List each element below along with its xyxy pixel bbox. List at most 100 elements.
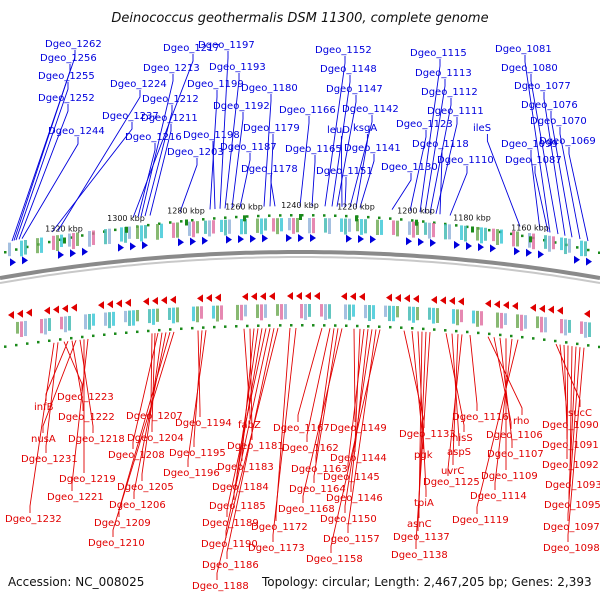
gene-label-dgeo-1146[interactable]: Dgeo_1146 bbox=[326, 493, 383, 504]
gene-label-dgeo-1198[interactable]: Dgeo_1198 bbox=[183, 130, 240, 141]
gene-label-succ[interactable]: sucC bbox=[568, 408, 592, 419]
gene-label-dgeo-1123[interactable]: Dgeo_1123 bbox=[396, 119, 453, 130]
gene-label-dgeo-1133[interactable]: Dgeo_1133 bbox=[399, 429, 456, 440]
gene-label-dgeo-1203[interactable]: Dgeo_1203 bbox=[167, 147, 224, 158]
gene-label-dgeo-1137[interactable]: Dgeo_1137 bbox=[393, 532, 450, 543]
gene-label-dgeo-1196[interactable]: Dgeo_1196 bbox=[163, 468, 220, 479]
gene-label-dgeo-1130[interactable]: Dgeo_1130 bbox=[381, 162, 438, 173]
gene-label-dgeo-1087[interactable]: Dgeo_1087 bbox=[505, 155, 562, 166]
gene-label-dgeo-1252[interactable]: Dgeo_1252 bbox=[38, 93, 95, 104]
gene-label-dgeo-1221[interactable]: Dgeo_1221 bbox=[47, 492, 104, 503]
gene-label-dgeo-1158[interactable]: Dgeo_1158 bbox=[306, 554, 363, 565]
gene-label-dgeo-1118[interactable]: Dgeo_1118 bbox=[412, 139, 469, 150]
gene-label-ksga[interactable]: ksgA bbox=[353, 123, 377, 134]
gene-label-dgeo-1192[interactable]: Dgeo_1192 bbox=[213, 101, 270, 112]
gene-label-dgeo-1237[interactable]: Dgeo_1237 bbox=[102, 111, 159, 122]
gene-label-dgeo-1209[interactable]: Dgeo_1209 bbox=[94, 518, 151, 529]
gene-label-fabz[interactable]: fabZ bbox=[238, 420, 261, 431]
gene-label-dgeo-1205[interactable]: Dgeo_1205 bbox=[117, 482, 174, 493]
gene-label-dgeo-1255[interactable]: Dgeo_1255 bbox=[38, 71, 95, 82]
gene-label-dgeo-1211[interactable]: Dgeo_1211 bbox=[141, 113, 198, 124]
gene-label-dgeo-1162[interactable]: Dgeo_1162 bbox=[282, 443, 339, 454]
gene-label-dgeo-1114[interactable]: Dgeo_1114 bbox=[470, 491, 527, 502]
gene-label-dgeo-1178[interactable]: Dgeo_1178 bbox=[241, 164, 298, 175]
gene-label-dgeo-1185[interactable]: Dgeo_1185 bbox=[209, 501, 266, 512]
gene-label-dgeo-1256[interactable]: Dgeo_1256 bbox=[40, 53, 97, 64]
gene-label-dgeo-1157[interactable]: Dgeo_1157 bbox=[323, 534, 380, 545]
gene-label-leud[interactable]: leuD bbox=[327, 125, 350, 136]
gene-label-dgeo-1173[interactable]: Dgeo_1173 bbox=[248, 543, 305, 554]
gene-label-dgeo-1149[interactable]: Dgeo_1149 bbox=[330, 423, 387, 434]
gene-label-dgeo-1262[interactable]: Dgeo_1262 bbox=[45, 39, 102, 50]
gene-label-dgeo-1195[interactable]: Dgeo_1195 bbox=[169, 448, 226, 459]
gene-label-dgeo-1244[interactable]: Dgeo_1244 bbox=[48, 126, 105, 137]
gene-label-tpia[interactable]: tpiA bbox=[414, 498, 434, 509]
gene-label-dgeo-1080[interactable]: Dgeo_1080 bbox=[501, 63, 558, 74]
gene-label-dgeo-1093[interactable]: Dgeo_1093 bbox=[545, 480, 600, 491]
gene-label-dgeo-1193[interactable]: Dgeo_1193 bbox=[209, 62, 266, 73]
gene-label-dgeo-1070[interactable]: Dgeo_1070 bbox=[530, 116, 587, 127]
gene-label-dgeo-1164[interactable]: Dgeo_1164 bbox=[289, 484, 346, 495]
gene-label-dgeo-1107[interactable]: Dgeo_1107 bbox=[487, 449, 544, 460]
gene-label-dgeo-1095[interactable]: Dgeo_1095 bbox=[544, 500, 600, 511]
gene-label-dgeo-1231[interactable]: Dgeo_1231 bbox=[21, 454, 78, 465]
gene-label-nusa[interactable]: nusA bbox=[31, 434, 56, 445]
gene-label-dgeo-1166[interactable]: Dgeo_1166 bbox=[279, 105, 336, 116]
gene-label-dgeo-1223[interactable]: Dgeo_1223 bbox=[57, 392, 114, 403]
gene-label-dgeo-1092[interactable]: Dgeo_1092 bbox=[542, 460, 599, 471]
gene-label-iles[interactable]: ileS bbox=[473, 123, 491, 134]
gene-label-dgeo-1219[interactable]: Dgeo_1219 bbox=[59, 474, 116, 485]
gene-label-dgeo-1172[interactable]: Dgeo_1172 bbox=[251, 522, 308, 533]
gene-label-dgeo-1099[interactable]: Dgeo_1099 bbox=[501, 139, 558, 150]
gene-label-dgeo-1106[interactable]: Dgeo_1106 bbox=[486, 430, 543, 441]
gene-label-dgeo-1125[interactable]: Dgeo_1125 bbox=[423, 477, 480, 488]
gene-label-dgeo-1097[interactable]: Dgeo_1097 bbox=[543, 522, 600, 533]
gene-label-dgeo-1112[interactable]: Dgeo_1112 bbox=[421, 87, 478, 98]
gene-label-dgeo-1222[interactable]: Dgeo_1222 bbox=[58, 412, 115, 423]
gene-label-dgeo-1110[interactable]: Dgeo_1110 bbox=[437, 155, 494, 166]
gene-label-dgeo-1188[interactable]: Dgeo_1188 bbox=[192, 581, 249, 592]
gene-label-dgeo-1091[interactable]: Dgeo_1091 bbox=[542, 440, 599, 451]
gene-label-rho[interactable]: rho bbox=[513, 416, 529, 427]
gene-label-dgeo-1115[interactable]: Dgeo_1115 bbox=[410, 48, 467, 59]
gene-label-dgeo-1187[interactable]: Dgeo_1187 bbox=[220, 142, 277, 153]
gene-label-dgeo-1098[interactable]: Dgeo_1098 bbox=[543, 543, 600, 554]
gene-label-dgeo-1151[interactable]: Dgeo_1151 bbox=[316, 166, 373, 177]
gene-label-dgeo-1147[interactable]: Dgeo_1147 bbox=[326, 84, 383, 95]
gene-label-dgeo-1141[interactable]: Dgeo_1141 bbox=[344, 143, 401, 154]
gene-label-dgeo-1179[interactable]: Dgeo_1179 bbox=[243, 123, 300, 134]
gene-label-dgeo-1217[interactable]: Dgeo_1217 bbox=[163, 43, 220, 54]
gene-label-dgeo-1224[interactable]: Dgeo_1224 bbox=[110, 79, 167, 90]
gene-label-dgeo-1144[interactable]: Dgeo_1144 bbox=[330, 453, 387, 464]
gene-label-dgeo-1189[interactable]: Dgeo_1189 bbox=[202, 518, 259, 529]
gene-label-dgeo-1165[interactable]: Dgeo_1165 bbox=[285, 144, 342, 155]
gene-label-dgeo-1216[interactable]: Dgeo_1216 bbox=[125, 132, 182, 143]
gene-label-dgeo-1168[interactable]: Dgeo_1168 bbox=[278, 504, 335, 515]
gene-label-dgeo-1199[interactable]: Dgeo_1199 bbox=[187, 79, 244, 90]
gene-label-dgeo-1212[interactable]: Dgeo_1212 bbox=[142, 94, 199, 105]
gene-label-dgeo-1197[interactable]: Dgeo_1197 bbox=[198, 40, 255, 51]
gene-label-dgeo-1218[interactable]: Dgeo_1218 bbox=[68, 434, 125, 445]
gene-label-hiss[interactable]: hisS bbox=[452, 433, 473, 444]
gene-label-dgeo-1152[interactable]: Dgeo_1152 bbox=[315, 45, 372, 56]
gene-label-dgeo-1090[interactable]: Dgeo_1090 bbox=[542, 420, 599, 431]
gene-label-dgeo-1138[interactable]: Dgeo_1138 bbox=[391, 550, 448, 561]
gene-label-dgeo-1113[interactable]: Dgeo_1113 bbox=[415, 68, 472, 79]
gene-label-dgeo-1150[interactable]: Dgeo_1150 bbox=[320, 514, 377, 525]
gene-label-dgeo-1181[interactable]: Dgeo_1181 bbox=[227, 441, 284, 452]
gene-label-asnc[interactable]: asnC bbox=[407, 519, 432, 530]
gene-label-dgeo-1076[interactable]: Dgeo_1076 bbox=[521, 100, 578, 111]
gene-label-infb[interactable]: infB bbox=[34, 402, 54, 413]
gene-label-dgeo-1109[interactable]: Dgeo_1109 bbox=[481, 471, 538, 482]
gene-label-dgeo-1180[interactable]: Dgeo_1180 bbox=[241, 83, 298, 94]
gene-label-dgeo-1210[interactable]: Dgeo_1210 bbox=[88, 538, 145, 549]
gene-label-dgeo-1206[interactable]: Dgeo_1206 bbox=[109, 500, 166, 511]
gene-label-dgeo-1208[interactable]: Dgeo_1208 bbox=[108, 450, 165, 461]
gene-label-dgeo-1077[interactable]: Dgeo_1077 bbox=[514, 81, 571, 92]
gene-label-dgeo-1190[interactable]: Dgeo_1190 bbox=[201, 539, 258, 550]
gene-label-dgeo-1186[interactable]: Dgeo_1186 bbox=[202, 560, 259, 571]
gene-label-uvrc[interactable]: uvrC bbox=[441, 466, 464, 477]
gene-label-dgeo-1145[interactable]: Dgeo_1145 bbox=[323, 472, 380, 483]
gene-label-dgeo-1213[interactable]: Dgeo_1213 bbox=[143, 63, 200, 74]
gene-label-asps[interactable]: aspS bbox=[447, 447, 471, 458]
